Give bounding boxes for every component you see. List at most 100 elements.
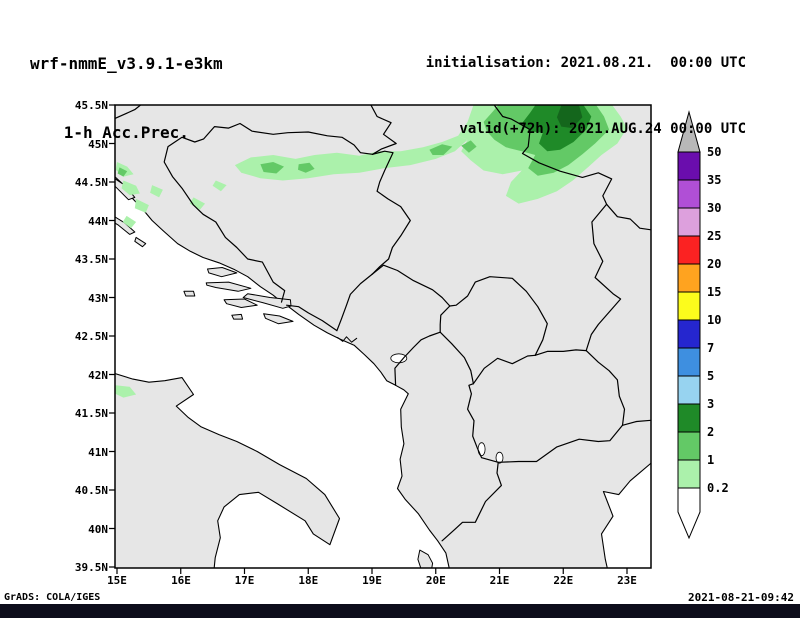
country-border bbox=[439, 305, 451, 333]
country-border bbox=[370, 105, 397, 155]
lat-tick-label: 44N bbox=[88, 215, 108, 228]
lon-tick-label: 19E bbox=[362, 574, 382, 587]
colorbar-segment bbox=[677, 459, 701, 489]
country-border bbox=[439, 331, 474, 385]
islands-layer bbox=[115, 178, 504, 568]
precip-medium-area bbox=[117, 167, 128, 177]
country-border bbox=[497, 424, 624, 463]
country-border bbox=[467, 383, 499, 463]
colorbar-tick-label: 20 bbox=[707, 257, 721, 271]
colorbar-segment bbox=[677, 347, 701, 377]
init-time-label: initialisation: 2021.08.21. 00:00 UTC bbox=[425, 55, 746, 71]
product-title: 1-h Acc.Prec. bbox=[63, 123, 189, 142]
lat-axis-labels: 45.5N 45N 44.5N 44N 43.5N 43N 42.5N 42N … bbox=[75, 99, 108, 574]
island bbox=[207, 267, 238, 278]
island bbox=[231, 313, 244, 320]
colorbar-segment bbox=[677, 375, 701, 405]
precip-light-area bbox=[115, 385, 137, 398]
lat-tick-label: 45.5N bbox=[75, 99, 108, 112]
lon-tick-label: 18E bbox=[298, 574, 318, 587]
colorbar-segment bbox=[677, 235, 701, 265]
bottom-bar bbox=[0, 604, 800, 618]
lat-tick-label: 42.5N bbox=[75, 330, 108, 343]
island bbox=[134, 236, 147, 248]
country-border bbox=[163, 122, 374, 303]
lat-tick-label: 41.5N bbox=[75, 407, 108, 420]
lon-tick-label: 17E bbox=[235, 574, 255, 587]
lake bbox=[477, 442, 486, 457]
colorbar-segment bbox=[677, 207, 701, 237]
lat-tick-label: 43N bbox=[88, 292, 108, 305]
time-info-block: initialisation: 2021.08.21. 00:00 UTC va… bbox=[426, 8, 746, 184]
precip-light-area bbox=[134, 198, 149, 213]
colorbar-segment bbox=[677, 179, 701, 209]
colorbar-tick-label: 35 bbox=[707, 173, 721, 187]
country-border bbox=[115, 105, 142, 120]
lon-tick-label: 15E bbox=[107, 574, 127, 587]
lat-tick-label: 45N bbox=[88, 138, 108, 151]
lat-tick-label: 44.5N bbox=[75, 176, 108, 189]
colorbar-segment bbox=[677, 263, 701, 293]
model-title: wrf-nmmE_v3.9.1-e3km bbox=[30, 54, 223, 73]
precip-light-area bbox=[189, 197, 205, 210]
colorbar-segment bbox=[677, 403, 701, 433]
precip-light-area bbox=[122, 215, 137, 229]
colorbar-tick-label: 3 bbox=[707, 397, 714, 411]
lon-tick-label: 20E bbox=[426, 574, 446, 587]
colorbar-segment bbox=[677, 319, 701, 349]
precip-core-area bbox=[556, 105, 583, 129]
country-border bbox=[534, 349, 587, 356]
country-border bbox=[441, 461, 502, 542]
precip-light-area bbox=[212, 180, 227, 192]
country-border bbox=[472, 354, 536, 385]
colorbar-segment bbox=[677, 291, 701, 321]
lake bbox=[495, 451, 504, 464]
country-border bbox=[621, 419, 651, 426]
colorbar-tick-label: 1 bbox=[707, 453, 714, 467]
colorbar-tick-label: 25 bbox=[707, 229, 721, 243]
lat-tick-marks bbox=[109, 104, 115, 568]
colorbar-tick-label: 0.2 bbox=[707, 481, 729, 495]
country-border bbox=[394, 331, 441, 386]
island bbox=[183, 290, 196, 297]
island bbox=[242, 293, 292, 309]
colorbar-tick-label: 5 bbox=[707, 369, 714, 383]
country-border bbox=[585, 203, 622, 352]
precip-light-area bbox=[121, 180, 140, 196]
precipitation-layer bbox=[115, 105, 627, 398]
lon-tick-marks bbox=[116, 568, 628, 574]
lat-tick-label: 40.5N bbox=[75, 484, 108, 497]
country-border bbox=[606, 203, 651, 231]
colorbar-tick-label: 7 bbox=[707, 341, 714, 355]
lake bbox=[390, 353, 408, 364]
precip-medium-area bbox=[461, 140, 477, 153]
country-border bbox=[336, 273, 373, 332]
lon-tick-label: 22E bbox=[553, 574, 573, 587]
country-border bbox=[449, 276, 548, 356]
country-border bbox=[286, 304, 338, 332]
lon-axis-labels: 15E 16E 17E 18E 19E 20E 21E 22E 23E bbox=[107, 574, 637, 587]
kotor-bay-inlet bbox=[337, 336, 358, 343]
colorbar-arrow-below-min bbox=[677, 487, 701, 540]
precip-medium-area bbox=[298, 162, 315, 173]
lon-tick-label: 23E bbox=[617, 574, 637, 587]
precip-light-area bbox=[150, 185, 163, 198]
colorbar: 50 35 30 25 20 15 10 7 5 3 2 1 0.2 bbox=[677, 110, 729, 540]
colorbar-segment bbox=[677, 431, 701, 461]
island bbox=[263, 313, 294, 325]
adriatic-ionian-sea bbox=[115, 176, 450, 568]
country-border bbox=[371, 264, 451, 307]
creation-timestamp: 2021-08-21-09:42 bbox=[688, 591, 794, 604]
title-block: wrf-nmmE_v3.9.1-e3km 1-h Acc.Prec. bbox=[30, 6, 223, 190]
colorbar-tick-label: 15 bbox=[707, 285, 721, 299]
borders-layer bbox=[115, 105, 651, 542]
grads-credit: GrADS: COLA/IGES bbox=[4, 592, 101, 603]
lat-tick-label: 41N bbox=[88, 446, 108, 459]
lat-tick-label: 40N bbox=[88, 523, 108, 536]
lat-tick-label: 42N bbox=[88, 369, 108, 382]
colorbar-tick-label: 2 bbox=[707, 425, 714, 439]
island bbox=[223, 298, 258, 308]
colorbar-tick-label: 30 bbox=[707, 201, 721, 215]
